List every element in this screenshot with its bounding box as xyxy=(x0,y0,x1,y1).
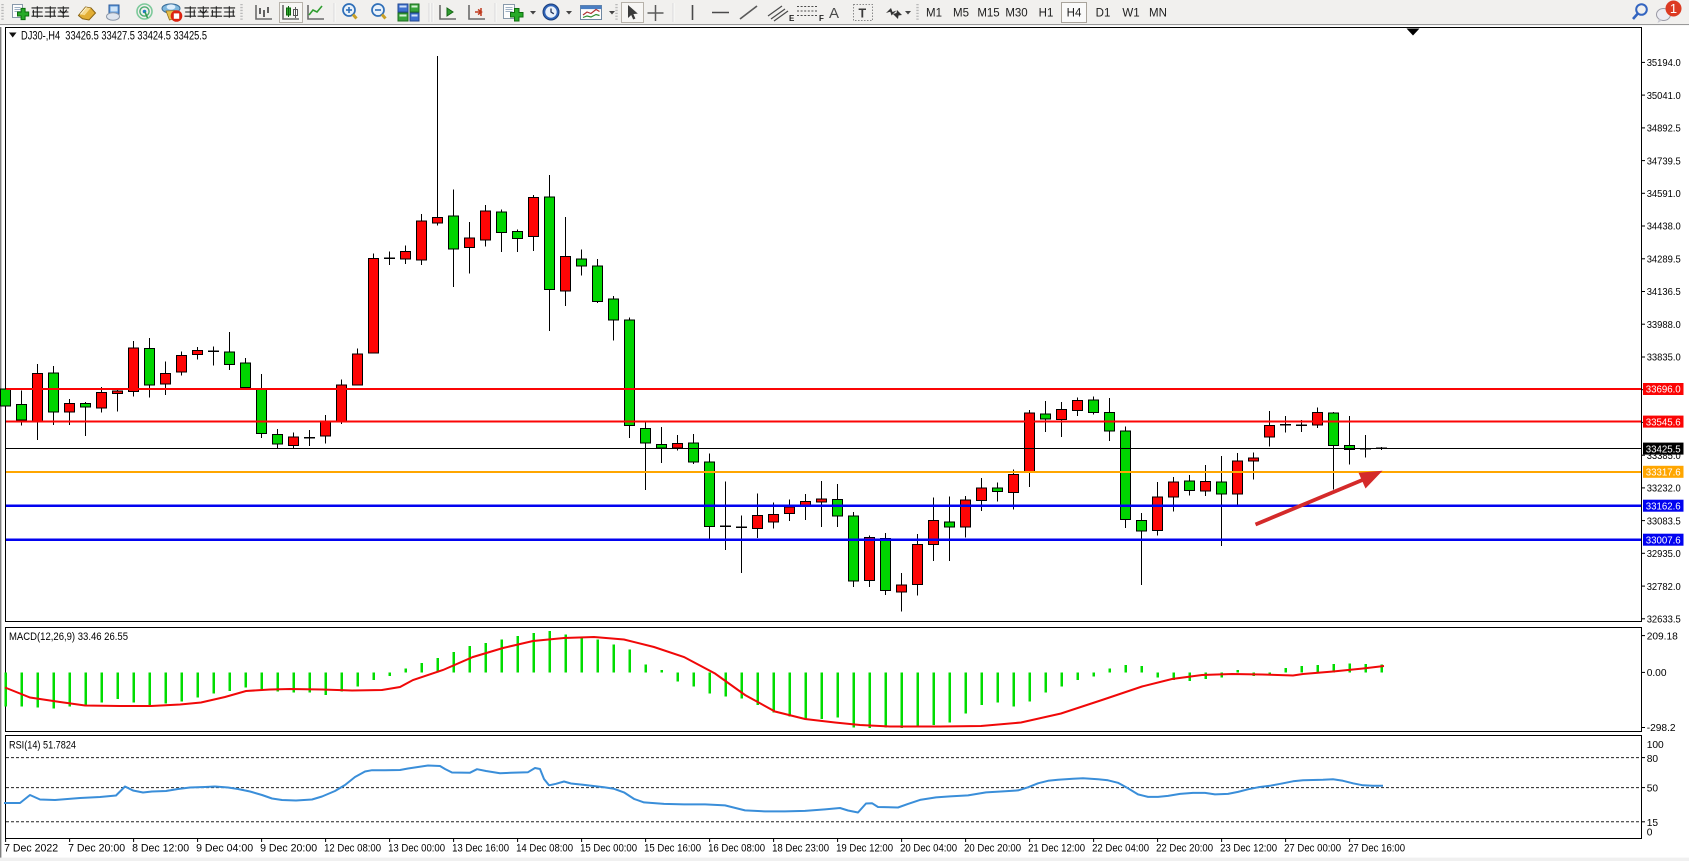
svg-text:15 Dec 16:00: 15 Dec 16:00 xyxy=(644,843,701,855)
svg-text:22 Dec 04:00: 22 Dec 04:00 xyxy=(1092,843,1149,855)
svg-text:DJ30-,H4 33426.5 33427.5 3342: DJ30-,H4 33426.5 33427.5 33424.5 33425.5 xyxy=(21,31,207,43)
svg-text:T: T xyxy=(859,7,867,21)
svg-text:H4: H4 xyxy=(1067,8,1082,20)
svg-text:33317.6: 33317.6 xyxy=(1646,468,1681,479)
svg-text:33696.0: 33696.0 xyxy=(1646,385,1681,396)
svg-text:20 Dec 04:00: 20 Dec 04:00 xyxy=(900,843,957,855)
svg-text:15: 15 xyxy=(1647,818,1659,829)
svg-text:H1: H1 xyxy=(1039,8,1054,20)
svg-text:33007.6: 33007.6 xyxy=(1646,535,1681,546)
svg-text:34591.0: 34591.0 xyxy=(1647,189,1681,200)
svg-text:80: 80 xyxy=(1647,754,1659,765)
svg-text:34892.5: 34892.5 xyxy=(1647,124,1681,135)
svg-text:8 Dec 12:00: 8 Dec 12:00 xyxy=(132,843,189,855)
svg-text:7 Dec 20:00: 7 Dec 20:00 xyxy=(68,843,125,855)
svg-text:13 Dec 16:00: 13 Dec 16:00 xyxy=(452,843,509,855)
svg-text:32633.5: 32633.5 xyxy=(1647,615,1681,626)
svg-text:34438.0: 34438.0 xyxy=(1647,222,1681,233)
svg-text:M15: M15 xyxy=(977,8,999,20)
svg-text:27 Dec 16:00: 27 Dec 16:00 xyxy=(1348,843,1405,855)
svg-text:9 Dec 04:00: 9 Dec 04:00 xyxy=(196,843,253,855)
svg-text:34136.5: 34136.5 xyxy=(1647,287,1681,298)
svg-text:M5: M5 xyxy=(953,8,969,20)
svg-text:32782.0: 32782.0 xyxy=(1647,582,1681,593)
svg-text:18 Dec 23:00: 18 Dec 23:00 xyxy=(772,843,829,855)
svg-text:0: 0 xyxy=(1647,827,1653,838)
svg-text:33083.5: 33083.5 xyxy=(1647,516,1681,527)
svg-text:34289.5: 34289.5 xyxy=(1647,255,1681,266)
svg-text:33835.0: 33835.0 xyxy=(1647,353,1681,364)
svg-text:E: E xyxy=(789,14,795,23)
svg-text:35194.0: 35194.0 xyxy=(1647,58,1681,69)
svg-text:MN: MN xyxy=(1149,8,1167,20)
svg-text:12 Dec 08:00: 12 Dec 08:00 xyxy=(324,843,381,855)
svg-text:20 Dec 20:00: 20 Dec 20:00 xyxy=(964,843,1021,855)
svg-text:209.18: 209.18 xyxy=(1647,631,1678,642)
svg-text:M1: M1 xyxy=(926,8,942,20)
svg-text:9 Dec 20:00: 9 Dec 20:00 xyxy=(260,843,317,855)
svg-text:RSI(14) 51.7824: RSI(14) 51.7824 xyxy=(9,740,76,752)
svg-text:-298.2: -298.2 xyxy=(1647,723,1676,734)
svg-text:0.00: 0.00 xyxy=(1647,668,1667,679)
svg-text:34739.5: 34739.5 xyxy=(1647,156,1681,167)
svg-text:33385.0: 33385.0 xyxy=(1647,451,1681,462)
svg-text:23 Dec 12:00: 23 Dec 12:00 xyxy=(1220,843,1277,855)
svg-text:15 Dec 00:00: 15 Dec 00:00 xyxy=(580,843,637,855)
svg-text:33232.0: 33232.0 xyxy=(1647,484,1681,495)
svg-text:F: F xyxy=(819,14,824,23)
svg-text:19 Dec 12:00: 19 Dec 12:00 xyxy=(836,843,893,855)
svg-text:A: A xyxy=(829,5,839,22)
svg-text:35041.0: 35041.0 xyxy=(1647,91,1681,102)
svg-text:13 Dec 00:00: 13 Dec 00:00 xyxy=(388,843,445,855)
svg-text:1: 1 xyxy=(1670,1,1677,16)
svg-text:D1: D1 xyxy=(1096,8,1111,20)
svg-text:100: 100 xyxy=(1647,740,1664,751)
svg-text:33988.0: 33988.0 xyxy=(1647,320,1681,331)
svg-text:14 Dec 08:00: 14 Dec 08:00 xyxy=(516,843,573,855)
svg-text:33425.5: 33425.5 xyxy=(1646,444,1681,455)
svg-text:7 Dec 2022: 7 Dec 2022 xyxy=(4,843,58,855)
svg-text:33162.6: 33162.6 xyxy=(1646,501,1681,512)
svg-text:W1: W1 xyxy=(1122,8,1139,20)
svg-text:MACD(12,26,9) 33.46 26.55: MACD(12,26,9) 33.46 26.55 xyxy=(9,631,128,643)
svg-text:27 Dec 00:00: 27 Dec 00:00 xyxy=(1284,843,1341,855)
svg-text:33545.6: 33545.6 xyxy=(1646,417,1681,428)
svg-text:21 Dec 12:00: 21 Dec 12:00 xyxy=(1028,843,1085,855)
svg-text:M30: M30 xyxy=(1005,8,1027,20)
svg-text:16 Dec 08:00: 16 Dec 08:00 xyxy=(708,843,765,855)
svg-text:50: 50 xyxy=(1647,783,1659,794)
svg-text:32935.0: 32935.0 xyxy=(1647,549,1681,560)
svg-text:22 Dec 20:00: 22 Dec 20:00 xyxy=(1156,843,1213,855)
